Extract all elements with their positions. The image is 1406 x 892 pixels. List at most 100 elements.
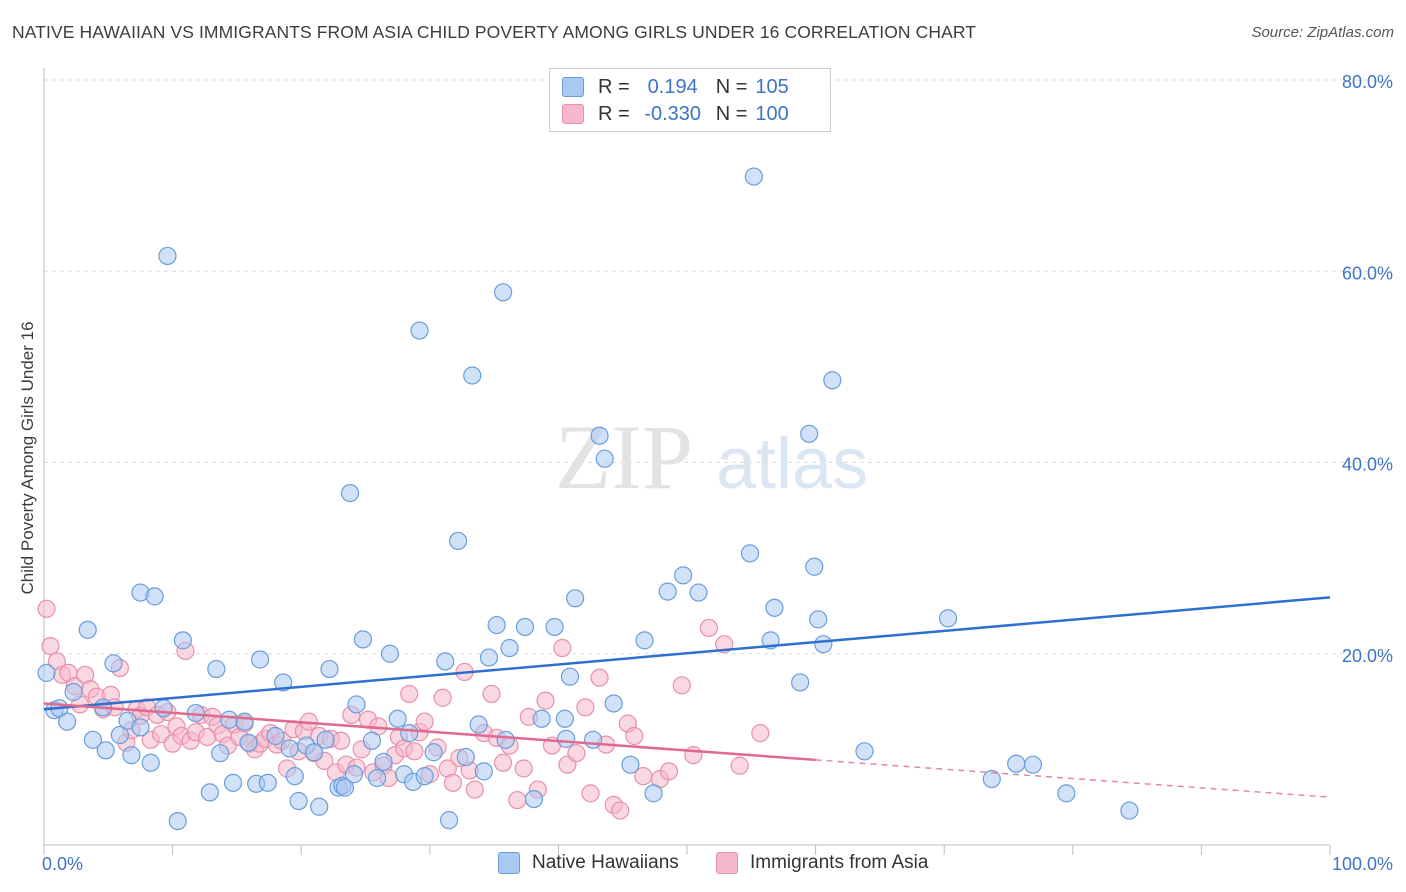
data-point-native-hawaiians	[250, 650, 270, 669]
data-point-immigrants-from-asia	[699, 618, 718, 638]
data-point-immigrants-from-asia	[415, 712, 434, 731]
data-point-immigrants-from-asia	[730, 756, 749, 775]
x-tick-label: 0.0%	[42, 854, 83, 874]
data-point-native-hawaiians	[367, 768, 387, 788]
data-point-native-hawaiians	[744, 167, 763, 186]
legend-n-label: N =	[715, 102, 748, 125]
data-point-native-hawaiians	[487, 615, 506, 635]
data-point-native-hawaiians	[347, 695, 366, 714]
data-point-immigrants-from-asia	[751, 724, 770, 743]
data-point-native-hawaiians	[494, 283, 513, 302]
legend-r-label: R =	[598, 102, 630, 125]
data-point-native-hawaiians	[340, 484, 360, 503]
data-point-native-hawaiians	[621, 755, 640, 774]
data-point-native-hawaiians	[469, 715, 488, 734]
watermark: ZIP atlas	[555, 406, 868, 508]
data-point-immigrants-from-asia	[590, 668, 609, 687]
data-point-native-hawaiians	[289, 791, 308, 811]
data-point-native-hawaiians	[415, 767, 434, 786]
data-point-native-hawaiians	[223, 773, 243, 792]
data-point-native-hawaiians	[1007, 754, 1026, 773]
correlation-legend: R = 0.194 N = 105 R = -0.330 N = 100	[549, 68, 831, 132]
data-point-native-hawaiians	[110, 725, 129, 745]
legend-swatch-pink	[562, 104, 584, 124]
legend-item-native-hawaiians[interactable]: Native Hawaiians	[498, 852, 679, 874]
data-point-native-hawaiians	[200, 783, 219, 802]
data-point-native-hawaiians	[532, 709, 551, 728]
y-axis-label: Child Poverty Among Girls Under 16	[18, 321, 37, 594]
data-point-native-hawaiians	[689, 583, 708, 602]
data-point-native-hawaiians	[805, 557, 824, 576]
data-point-native-hawaiians	[304, 743, 324, 762]
data-point-immigrants-from-asia	[508, 790, 527, 810]
data-point-immigrants-from-asia	[514, 759, 533, 778]
trend-lines	[43, 596, 1331, 798]
data-point-native-hawaiians	[235, 712, 254, 731]
data-point-native-hawaiians	[362, 731, 382, 750]
data-point-native-hawaiians	[674, 566, 693, 585]
data-point-native-hawaiians	[96, 741, 115, 760]
data-point-native-hawaiians	[1120, 801, 1139, 820]
data-point-immigrants-from-asia	[576, 698, 595, 717]
legend-swatch-immigrants-from-asia	[716, 852, 738, 874]
data-point-native-hawaiians	[380, 644, 400, 663]
series-native-hawaiians	[37, 167, 1139, 831]
data-point-native-hawaiians	[158, 246, 177, 266]
data-point-native-hawaiians	[809, 610, 828, 629]
data-point-native-hawaiians	[37, 663, 56, 682]
data-point-native-hawaiians	[635, 631, 654, 650]
data-point-native-hawaiians	[388, 709, 407, 728]
series-legend: Native Hawaiians Immigrants from Asia	[0, 850, 1406, 878]
data-point-immigrants-from-asia	[400, 684, 419, 704]
data-point-native-hawaiians	[154, 699, 173, 718]
legend-r-value: 0.194	[647, 75, 698, 98]
y-tick-label: 80.0%	[1342, 72, 1393, 92]
data-point-native-hawaiians	[310, 797, 329, 816]
data-point-native-hawaiians	[131, 718, 150, 737]
data-point-native-hawaiians	[266, 726, 285, 746]
data-point-native-hawaiians	[938, 609, 958, 628]
data-point-native-hawaiians	[320, 659, 339, 679]
trend-line-extension-immigrants-from-asia	[815, 759, 1331, 798]
data-point-native-hawaiians	[168, 811, 187, 831]
data-point-immigrants-from-asia	[433, 688, 452, 707]
data-point-native-hawaiians	[500, 638, 519, 658]
data-point-native-hawaiians	[344, 765, 364, 784]
data-point-native-hawaiians	[1057, 784, 1076, 803]
data-point-native-hawaiians	[584, 730, 603, 749]
data-point-native-hawaiians	[644, 784, 663, 803]
data-point-native-hawaiians	[141, 753, 160, 772]
data-point-immigrants-from-asia	[611, 801, 630, 820]
y-tick-label: 40.0%	[1342, 455, 1393, 475]
data-point-immigrants-from-asia	[684, 746, 703, 765]
data-point-native-hawaiians	[814, 635, 833, 654]
legend-swatch-native-hawaiians	[498, 852, 520, 874]
trend-line-native-hawaiians	[43, 596, 1331, 711]
data-point-native-hawaiians	[173, 631, 192, 650]
data-point-native-hawaiians	[280, 739, 299, 758]
data-point-immigrants-from-asia	[465, 780, 484, 799]
data-point-immigrants-from-asia	[567, 744, 586, 763]
legend-item-immigrants-from-asia[interactable]: Immigrants from Asia	[716, 852, 928, 874]
data-point-native-hawaiians	[211, 744, 230, 763]
data-point-immigrants-from-asia	[443, 773, 463, 792]
data-point-native-hawaiians	[524, 789, 544, 809]
source-label: Source: ZipAtlas.com	[1251, 24, 1394, 41]
data-point-native-hawaiians	[823, 371, 842, 390]
data-point-native-hawaiians	[335, 778, 355, 797]
legend-n-label: N =	[715, 75, 748, 98]
legend-label-immigrants-from-asia: Immigrants from Asia	[750, 852, 929, 873]
legend-row-immigrants-from-asia: R = -0.330 N = 100	[562, 101, 789, 127]
data-point-immigrants-from-asia	[482, 684, 501, 704]
data-point-immigrants-from-asia	[405, 742, 424, 761]
data-point-native-hawaiians	[590, 426, 609, 445]
data-point-native-hawaiians	[740, 544, 760, 563]
legend-n-value: 100	[755, 102, 789, 125]
data-point-native-hawaiians	[855, 742, 874, 761]
data-point-native-hawaiians	[982, 769, 1001, 789]
data-point-native-hawaiians	[474, 762, 493, 781]
grid-lines	[44, 79, 1395, 655]
data-point-native-hawaiians	[145, 587, 164, 606]
data-point-immigrants-from-asia	[625, 726, 644, 746]
y-tick-label: 20.0%	[1342, 646, 1393, 666]
